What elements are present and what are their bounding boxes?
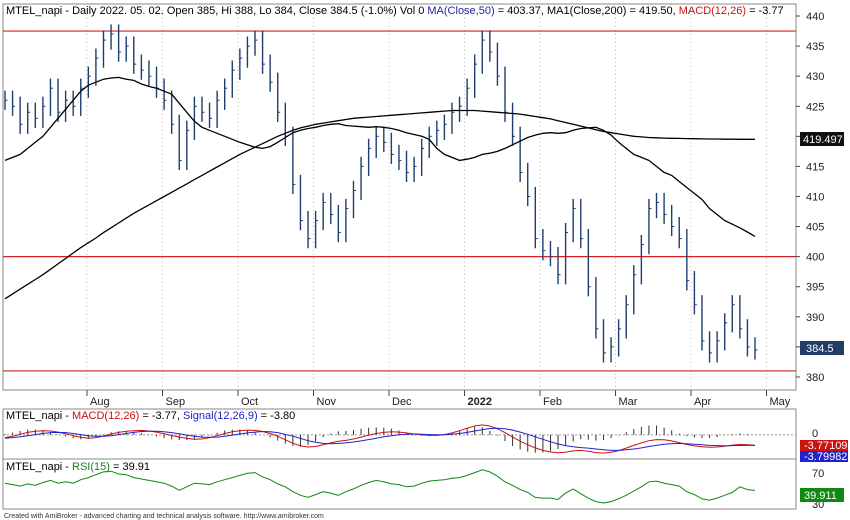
y-tick-label: 415	[806, 161, 824, 173]
rsi-tick-70: 70	[812, 468, 824, 480]
macd-panel-title: MTEL_napi - MACD(12,26) = -3.77, Signal(…	[6, 410, 295, 422]
x-tick-label: Apr	[694, 396, 711, 408]
y-tick-label: 425	[806, 101, 824, 113]
ma1-label: MA1(Close,200)	[547, 5, 626, 17]
price-panel-frame	[2, 3, 797, 391]
macd-last-tag: -3.77109	[800, 440, 848, 452]
rsi-panel-frame	[2, 458, 797, 510]
x-tick-label: Mar	[619, 396, 638, 408]
price-last-tag: 384.5	[800, 341, 844, 355]
rsi-panel-title: MTEL_napi - RSI(15) = 39.91	[6, 461, 150, 473]
y-tick-label: 405	[806, 222, 824, 234]
y-tick-label: 430	[806, 71, 824, 83]
macd-last-value: -3.77109	[804, 440, 847, 452]
y-tick-label: 390	[806, 312, 824, 324]
ma200-last-value: 419.497	[803, 134, 843, 146]
ma-value: = 403.37,	[498, 5, 544, 17]
date-label: 2022. 05. 02.	[100, 5, 164, 17]
chart-header: MTEL_napi - Daily 2022. 05. 02. Open 385…	[6, 5, 784, 17]
rsi-line	[4, 469, 756, 504]
price-y-axis: 380385390395400405410415420425430435440	[796, 11, 824, 384]
macd-header-value: = -3.77	[749, 5, 784, 17]
macd-zero-tick: 0	[812, 428, 818, 440]
y-tick-label: 400	[806, 252, 824, 264]
ma200-last-tag: 419.497	[800, 132, 844, 146]
period-label: Daily	[72, 5, 97, 17]
rsi-last-value: 39.911	[804, 490, 837, 502]
x-tick-label: Oct	[241, 396, 258, 408]
y-tick-label: 380	[806, 372, 824, 384]
x-tick-label: Feb	[543, 396, 562, 408]
ma-label: MA(Close,50)	[427, 5, 494, 17]
x-axis: Aug Sep Oct Nov Dec 2022 Feb Mar Apr May	[86, 390, 791, 408]
signal-last-value: -3.79982	[804, 451, 847, 463]
macd-header-label: MACD(12,26)	[679, 5, 746, 17]
x-tick-label: Aug	[90, 396, 110, 408]
signal-line	[4, 427, 755, 451]
y-tick-label: 435	[806, 41, 824, 53]
price-last-value: 384.5	[806, 343, 834, 355]
credit-text: Created with AmiBroker - advanced charti…	[4, 513, 324, 520]
y-tick-label: 410	[806, 191, 824, 203]
horizontal-levels	[3, 30, 796, 372]
ma1-value: = 419.50,	[630, 5, 676, 17]
signal-last-tag: -3.79982	[800, 451, 848, 463]
x-tick-label: Sep	[166, 396, 186, 408]
y-tick-label: 395	[806, 282, 824, 294]
ma50-line	[4, 76, 756, 237]
macd-line	[4, 424, 756, 454]
rsi-last-tag: 39.911	[800, 488, 844, 502]
x-tick-label: Dec	[392, 396, 412, 408]
grid-lines	[86, 10, 767, 390]
symbol-label: MTEL_napi	[6, 5, 62, 17]
x-tick-label: Nov	[317, 396, 337, 408]
ma200-line	[4, 109, 755, 300]
x-tick-label: 2022	[468, 396, 492, 408]
ohlc-label: Open 385, Hi 388, Lo 384, Close 384.5 (-…	[167, 5, 424, 17]
price-bars	[4, 24, 758, 363]
x-tick-label: May	[770, 396, 791, 408]
y-tick-label: 440	[806, 11, 824, 23]
